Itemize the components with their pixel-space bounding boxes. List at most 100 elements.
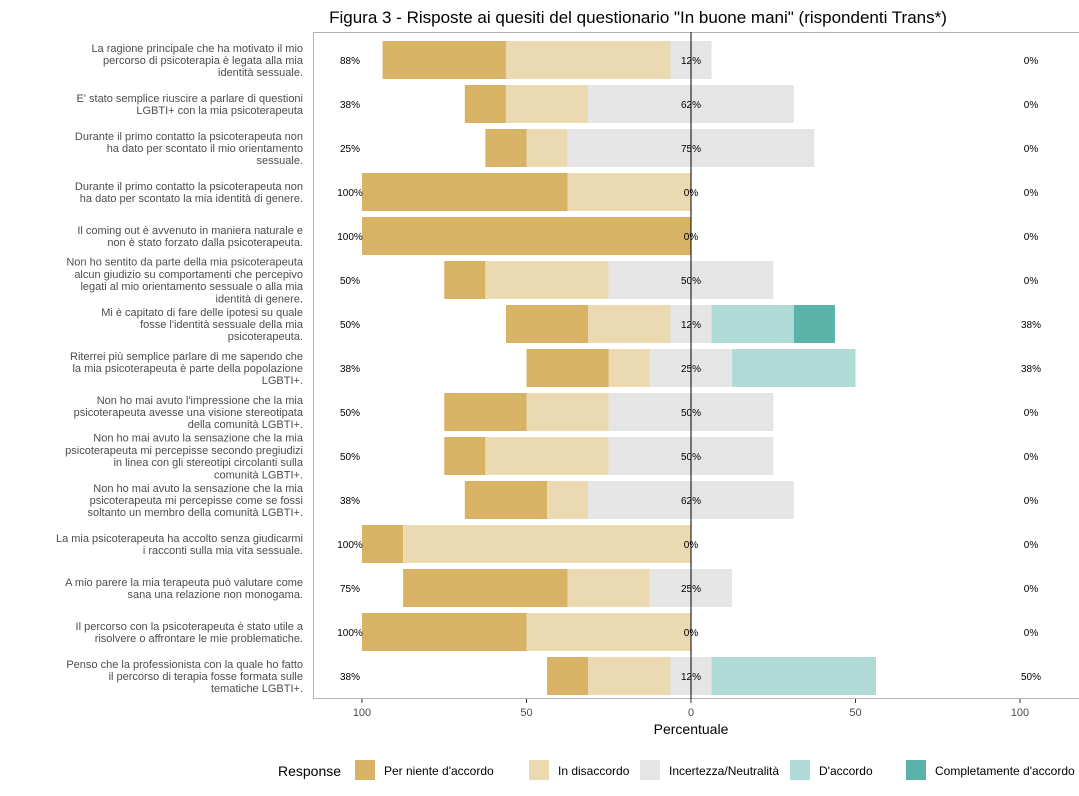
bar-segment <box>485 129 527 167</box>
legend-label: Completamente d'accordo <box>935 764 1075 778</box>
y-tick-label: identità di genere. <box>216 293 303 305</box>
bar-segment <box>526 349 609 387</box>
left-percent-label: 38% <box>340 672 360 683</box>
legend-title: Response <box>278 763 341 779</box>
bar-segment <box>464 85 506 123</box>
chart-title: Figura 3 - Risposte ai quesiti del quest… <box>329 8 947 27</box>
right-percent-label: 0% <box>1024 56 1039 67</box>
bar-segment <box>711 657 877 695</box>
bar-segment <box>485 437 609 475</box>
plot-panel-border <box>313 32 1079 699</box>
bar-segment <box>403 525 691 563</box>
y-tick-label: E' stato semplice riuscire a parlare di … <box>77 93 303 105</box>
y-tick-label: Mi è capitato di fare delle ipotesi su q… <box>101 307 303 319</box>
bar-segment <box>526 129 568 167</box>
legend-swatch <box>906 760 926 780</box>
legend-label: Per niente d'accordo <box>384 764 494 778</box>
chart-row: Non ho sentito da parte della mia psicot… <box>66 257 1038 306</box>
right-percent-label: 0% <box>1024 408 1039 419</box>
legend-swatch <box>640 760 660 780</box>
left-percent-label: 25% <box>340 144 360 155</box>
chart-row: Riterrei più semplice parlare di me sape… <box>70 349 1041 387</box>
y-tick-label: psicoterapeuta mi percepisse come se fos… <box>90 495 303 507</box>
left-percent-label: 50% <box>340 452 360 463</box>
y-tick-label: psicoterapeuta mi percepisse secondo pre… <box>65 445 303 457</box>
bar-segment <box>382 41 506 79</box>
chart-row: Il coming out è avvenuto in maniera natu… <box>77 217 1038 255</box>
y-tick-label: Non ho mai avuto l'impressione che la mi… <box>97 395 304 407</box>
y-tick-label: percorso di psicoterapia è legata alla m… <box>103 55 304 67</box>
y-tick-label: legati al mio orientamento sessuale o al… <box>80 281 303 293</box>
legend-swatch <box>790 760 810 780</box>
bar-segment <box>732 349 856 387</box>
right-percent-label: 0% <box>1024 540 1039 551</box>
legend-swatch <box>529 760 549 780</box>
bar-segment <box>588 305 671 343</box>
y-tick-label: Riterrei più semplice parlare di me sape… <box>70 351 303 363</box>
bar-segment <box>711 305 794 343</box>
x-axis-title: Percentuale <box>654 721 729 737</box>
y-tick-label: in linea con gli stereotipi circolanti s… <box>113 457 303 469</box>
legend: Response Per niente d'accordo In disaccor… <box>278 760 1075 780</box>
x-tick-label: 100 <box>1011 707 1029 719</box>
right-percent-label: 50% <box>1021 672 1041 683</box>
legend-item: Incertezza/Neutralità <box>640 760 779 780</box>
y-tick-label: Penso che la professionista con la quale… <box>66 659 303 671</box>
bar-segment <box>793 305 835 343</box>
y-tick-label: Durante il primo contatto la psicoterape… <box>75 131 303 143</box>
right-percent-label: 0% <box>1024 100 1039 111</box>
y-tick-label: La mia psicoterapeuta ha accolto senza g… <box>56 533 303 545</box>
bar-segment <box>505 85 589 123</box>
y-tick-label: alcun giudizio su comportamenti che perc… <box>74 269 303 281</box>
y-tick-label: Non ho mai avuto la sensazione che la mi… <box>93 433 304 445</box>
left-percent-label: 38% <box>340 100 360 111</box>
y-tick-label: tematiche LGBTI+. <box>211 683 303 695</box>
bar-segment <box>444 261 486 299</box>
legend-item: D'accordo <box>790 760 873 780</box>
bar-segment <box>526 393 609 431</box>
x-tick-label: 0 <box>688 707 694 719</box>
y-tick-label: della comunità LGBTI+. <box>188 419 303 431</box>
bar-segment <box>362 525 404 563</box>
y-tick-label: non è stato forzato dalla psicoterapeuta… <box>107 237 303 249</box>
y-tick-label: soltanto un membro della comunità LGBTI+… <box>87 507 303 519</box>
y-tick-label: la mia psicoterapeuta è parte della popo… <box>72 363 303 375</box>
y-tick-label: sessuale. <box>257 155 303 167</box>
right-percent-label: 0% <box>1024 584 1039 595</box>
right-percent-label: 38% <box>1021 364 1041 375</box>
right-percent-label: 0% <box>1024 144 1039 155</box>
bar-segment <box>526 613 691 651</box>
y-tick-label: identità sessuale. <box>218 67 303 79</box>
right-percent-label: 0% <box>1024 188 1039 199</box>
x-tick-label: 100 <box>353 707 371 719</box>
x-tick-label: 50 <box>520 707 532 719</box>
left-percent-label: 75% <box>340 584 360 595</box>
legend-item: Completamente d'accordo <box>906 760 1075 780</box>
right-percent-label: 0% <box>1024 232 1039 243</box>
y-tick-label: Non ho sentito da parte della mia psicot… <box>66 257 304 269</box>
legend-swatch <box>355 760 375 780</box>
y-tick-label: Durante il primo contatto la psicoterape… <box>75 181 303 193</box>
chart-row: A mio parere la mia terapeuta può valuta… <box>65 569 1038 607</box>
y-tick-label: La ragione principale che ha motivato il… <box>91 43 303 55</box>
y-tick-label: ha dato per scontato il mio orientamento <box>107 143 303 155</box>
bar-segment <box>567 173 691 211</box>
y-tick-label: A mio parere la mia terapeuta può valuta… <box>65 577 303 589</box>
left-percent-label: 100% <box>337 188 363 199</box>
chart-row: La ragione principale che ha motivato il… <box>91 41 1038 79</box>
chart-row: E' stato semplice riuscire a parlare di … <box>77 85 1039 123</box>
chart-row: Penso che la professionista con la quale… <box>66 657 1041 695</box>
left-percent-label: 100% <box>337 540 363 551</box>
y-tick-label: LGBTI+ con la mia psicoterapeuta <box>136 105 303 117</box>
chart-row: Non ho mai avuto l'impressione che la mi… <box>74 393 1039 431</box>
y-tick-label: i racconti sulla mia vita sessuale. <box>143 545 303 557</box>
bar-segment <box>505 305 589 343</box>
left-percent-label: 50% <box>340 276 360 287</box>
y-tick-label: psicoterapeuta. <box>228 331 303 343</box>
bar-segment <box>547 481 589 519</box>
bar-segment <box>362 613 527 651</box>
y-tick-label: ha dato per scontato la mia identità di … <box>80 193 303 205</box>
y-tick-label: comunità LGBTI+. <box>214 469 303 481</box>
chart-row: Non ho mai avuto la sensazione che la mi… <box>65 433 1038 482</box>
